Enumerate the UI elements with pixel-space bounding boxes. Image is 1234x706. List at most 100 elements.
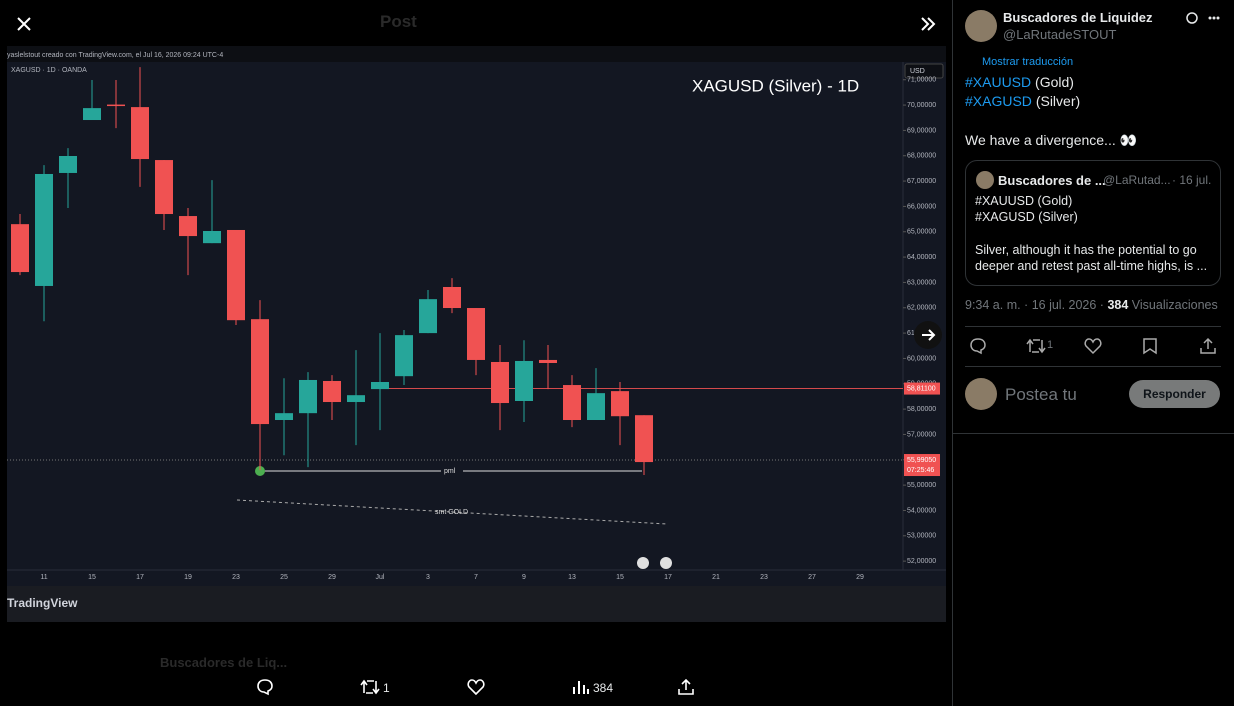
chart-image: yaslelstout creado con TradingView.com, … — [7, 46, 946, 622]
event-icon — [660, 557, 672, 569]
symbol: XAGUSD · 1D · OANDA — [11, 67, 87, 74]
y-tick-label: 66,00000 — [907, 203, 936, 210]
views-label: Visualizaciones — [1131, 298, 1218, 312]
avatar[interactable] — [965, 10, 997, 42]
views: 384 — [1107, 298, 1129, 312]
candle-body — [587, 393, 605, 421]
y-tick-label: 63,00000 — [907, 279, 936, 286]
candle-body — [611, 391, 629, 417]
candle-body — [539, 359, 557, 363]
x-tick-label: 11 — [40, 574, 47, 581]
post-line: #XAGUSD (Silver) — [965, 93, 1080, 109]
candle-body — [515, 360, 533, 402]
quote-box[interactable] — [965, 160, 1221, 286]
y-tick-label: 71,00000 — [907, 77, 936, 84]
reply-icon[interactable] — [256, 678, 274, 696]
y-tick-label: 57,00000 — [907, 431, 936, 438]
x-tick-label: 21 — [712, 574, 720, 581]
collapse-button[interactable] — [918, 14, 938, 34]
like-icon[interactable] — [467, 678, 485, 696]
action-icons[interactable] — [968, 337, 1218, 355]
y-tick-label: 69,00000 — [907, 127, 936, 134]
retweet-count: 1 — [383, 681, 390, 695]
annotation: pml — [444, 468, 456, 475]
x-tick-label: 23 — [232, 574, 240, 581]
post-meta: 9:34 a. m. · 16 jul. 2026 · 384 Visualiz… — [965, 298, 1218, 312]
candle-body — [35, 173, 53, 286]
my-avatar — [965, 378, 997, 410]
candle-body — [323, 380, 341, 403]
event-icon — [637, 557, 649, 569]
share-icon[interactable] — [677, 678, 695, 696]
chart-header — [7, 46, 946, 62]
candle-body — [371, 382, 389, 390]
candle-body — [59, 155, 77, 173]
y-tick-label: 58,00000 — [907, 406, 936, 413]
author-handle[interactable]: @LaRutadeSTOUT — [1003, 27, 1117, 42]
divider — [952, 433, 1234, 434]
y-tick-label: 53,00000 — [907, 533, 936, 540]
timestamp: 9:34 a. m. · 16 jul. 2026 · — [965, 298, 1104, 312]
quote-line: #XAUUSD (Gold) — [975, 194, 1073, 208]
candle-body — [491, 361, 509, 404]
y-tick-label: 70,00000 — [907, 102, 936, 109]
price-tag-label: 58,81100 — [907, 385, 936, 392]
x-tick-label: 25 — [280, 574, 288, 581]
pml-dot — [255, 466, 265, 476]
quote-avatar — [976, 171, 994, 189]
candle-body — [11, 224, 29, 273]
currency-box — [904, 63, 944, 79]
quote-handle: @LaRutad... — [1103, 173, 1171, 187]
candle-body — [635, 415, 653, 463]
divider — [965, 366, 1221, 367]
post-icons[interactable] — [1184, 10, 1228, 26]
candle-body — [299, 379, 317, 414]
candle-body — [83, 108, 101, 121]
close-button[interactable] — [14, 14, 34, 34]
x-tick-label: 27 — [808, 574, 816, 581]
next-button[interactable] — [913, 320, 943, 350]
bg-title: Post — [380, 12, 417, 31]
hashtag[interactable]: #XAUUSD — [965, 74, 1032, 90]
x-tick-label: 15 — [616, 574, 624, 581]
x-tick-label: 19 — [184, 574, 192, 581]
countdown: 07:25:46 — [907, 467, 934, 474]
text: (Silver) — [1035, 93, 1081, 109]
y-tick-label: 64,00000 — [907, 254, 936, 261]
candle-body — [419, 299, 437, 334]
chart-title: XAGUSD (Silver) - 1D — [692, 76, 859, 95]
y-tick-label: 60,00000 — [907, 355, 936, 362]
price-tag — [904, 382, 940, 395]
quote-date: · 16 jul. — [1172, 173, 1212, 187]
x-tick-label: Jul — [376, 574, 385, 581]
x-tick-label: 9 — [522, 574, 526, 581]
quote-line: #XAGUSD (Silver) — [975, 210, 1078, 224]
reply-input[interactable]: Postea tu — [1005, 385, 1077, 404]
last-price-label: 55,99050 — [907, 457, 936, 464]
candle-body — [347, 395, 365, 403]
y-tick-label: 62,00000 — [907, 305, 936, 312]
attribution: yaslelstout creado con TradingView.com, … — [7, 52, 223, 59]
retweet-count: 1 — [1047, 339, 1054, 351]
quote-text: Silver, although it has the potential to… — [975, 243, 1208, 273]
x-tick-label: 3 — [426, 574, 430, 581]
candle-body — [395, 335, 413, 377]
views-count: 384 — [593, 681, 614, 695]
author-name[interactable]: Buscadores de Liquidez — [1003, 10, 1153, 25]
views-icon[interactable] — [572, 679, 590, 695]
reply-button[interactable]: Responder — [1129, 380, 1220, 408]
x-tick-label: 17 — [136, 574, 144, 581]
quote-author: Buscadores de ... — [998, 173, 1106, 188]
translate-link[interactable]: Mostrar traducción — [982, 56, 1074, 68]
x-tick-label: 17 — [664, 574, 672, 581]
currency: USD — [910, 68, 925, 75]
post-body: We have a divergence... 👀 — [965, 132, 1138, 148]
candle-body — [467, 308, 485, 360]
candle-body — [275, 413, 293, 421]
text: (Gold) — [1035, 74, 1074, 90]
hashtag[interactable]: #XAGUSD — [965, 93, 1032, 109]
chart-footer — [7, 586, 946, 622]
retweet-icon[interactable] — [360, 678, 380, 696]
y-tick-label: 55,00000 — [907, 482, 936, 489]
